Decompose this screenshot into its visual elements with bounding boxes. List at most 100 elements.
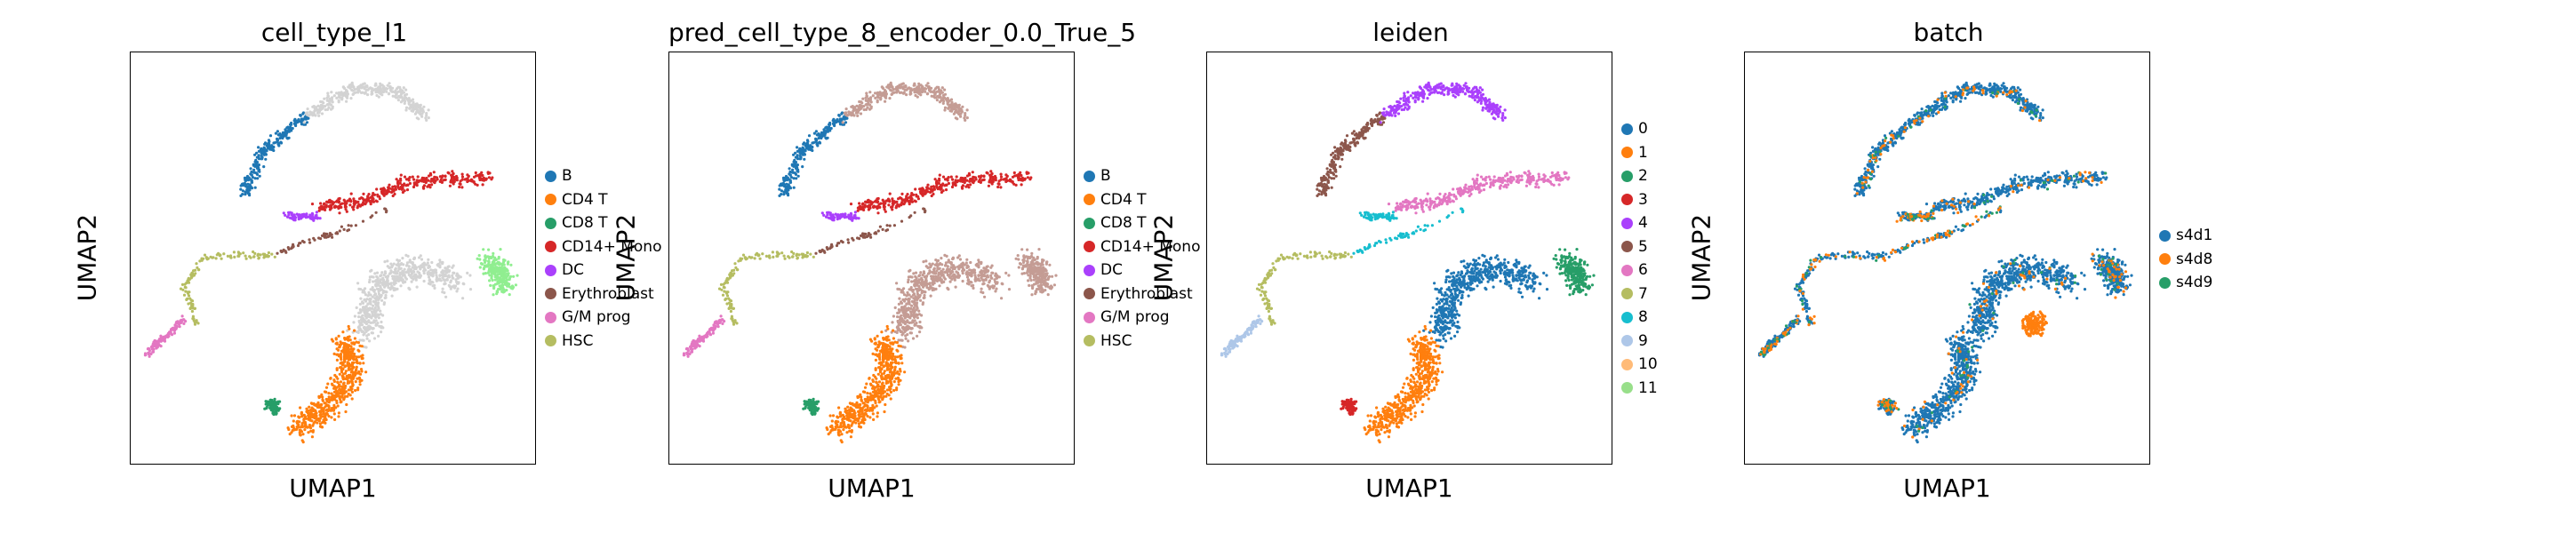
scatter-point	[455, 176, 459, 179]
scatter-point	[718, 321, 722, 324]
scatter-point	[417, 274, 420, 279]
scatter-point	[355, 368, 358, 371]
scatter-point	[729, 309, 732, 314]
scatter-point	[907, 300, 910, 304]
scatter-point	[949, 266, 953, 269]
scatter-point	[244, 193, 247, 196]
scatter-point	[411, 266, 414, 269]
scatter-point	[505, 275, 508, 279]
scatter-point	[153, 338, 156, 343]
scatter-point	[820, 136, 823, 140]
scatter-point	[901, 82, 905, 85]
scatter-point	[928, 262, 932, 266]
scatter-point	[909, 306, 913, 310]
scatter-point	[325, 400, 329, 403]
scatter-point	[886, 84, 890, 87]
scatter-point	[344, 205, 348, 209]
scatter-point	[485, 265, 490, 268]
scatter-point	[730, 306, 733, 310]
scatter-point	[390, 190, 394, 195]
scatter-point	[893, 365, 897, 369]
scatter-point	[232, 251, 236, 254]
scatter-point	[358, 338, 362, 342]
scatter-point	[831, 119, 835, 123]
scatter-point	[373, 293, 377, 297]
scatter-point	[905, 294, 908, 298]
scatter-point	[348, 327, 351, 330]
scatter-point	[782, 254, 786, 258]
scatter-point	[690, 350, 694, 354]
scatter-point	[386, 274, 390, 278]
scatter-point	[1019, 177, 1022, 180]
scatter-point	[183, 282, 187, 286]
scatter-point	[901, 91, 906, 95]
scatter-point	[363, 91, 367, 95]
scatter-point	[900, 301, 904, 305]
scatter-point	[856, 114, 860, 117]
scatter-point	[433, 283, 436, 287]
scatter-point	[314, 114, 317, 117]
scatter-point	[1007, 274, 1011, 277]
scatter-point	[1020, 272, 1024, 275]
scatter-point	[455, 179, 459, 182]
scatter-point	[930, 277, 933, 281]
scatter-point	[940, 89, 943, 92]
scatter-point	[923, 211, 927, 214]
scatter-point	[700, 335, 704, 338]
scatter-point	[357, 325, 361, 330]
scatter-point	[273, 397, 276, 401]
scatter-point	[352, 197, 356, 201]
scatter-point	[411, 98, 415, 101]
scatter-point	[434, 179, 437, 183]
scatter-point	[298, 428, 301, 432]
scatter-point	[798, 149, 802, 153]
scatter-point	[892, 88, 895, 91]
scatter-point	[387, 286, 390, 290]
scatter-point	[796, 252, 799, 256]
scatter-point	[814, 251, 818, 255]
scatter-point	[792, 186, 796, 189]
umap-panel-predicted-cell-type: pred_cell_type_8_encoder_0.0_True_5 UMAP…	[612, 0, 1220, 533]
scatter-point	[290, 414, 293, 418]
scatter-point	[393, 192, 396, 196]
scatter-point	[385, 290, 388, 294]
scatter-point	[1032, 278, 1036, 282]
scatter-point	[341, 372, 345, 376]
scatter-point	[413, 112, 417, 115]
scatter-point	[325, 232, 329, 236]
scatter-point	[866, 106, 869, 109]
scatter-point	[488, 279, 492, 282]
scatter-point	[331, 235, 334, 239]
scatter-point	[481, 183, 484, 187]
scatter-point	[468, 274, 472, 277]
scatter-point	[372, 337, 377, 340]
scatter-point	[837, 114, 841, 117]
scatter-point	[247, 176, 251, 179]
scatter-point	[388, 272, 392, 275]
scatter-point	[965, 258, 969, 261]
scatter-point	[956, 274, 959, 279]
scatter-point	[380, 330, 383, 334]
scatter-point	[907, 200, 910, 203]
scatter-point	[891, 202, 894, 205]
scatter-point	[969, 183, 972, 187]
scatter-point	[379, 309, 382, 313]
scatter-point	[341, 375, 345, 378]
scatter-point	[919, 187, 923, 191]
scatter-point	[867, 234, 870, 237]
scatter-point	[332, 352, 336, 355]
scatter-point	[868, 204, 872, 208]
scatter-point	[157, 338, 161, 341]
scatter-point	[1022, 255, 1026, 259]
scatter-point	[925, 92, 929, 96]
scatter-point	[793, 171, 797, 175]
scatter-point	[478, 266, 482, 269]
scatter-point	[783, 257, 787, 260]
scatter-point	[907, 280, 910, 284]
scatter-point	[376, 86, 380, 90]
scatter-point	[507, 272, 510, 275]
scatter-point	[805, 144, 809, 147]
scatter-point	[402, 273, 406, 276]
scatter-point	[264, 255, 268, 259]
scatter-point	[796, 170, 800, 173]
